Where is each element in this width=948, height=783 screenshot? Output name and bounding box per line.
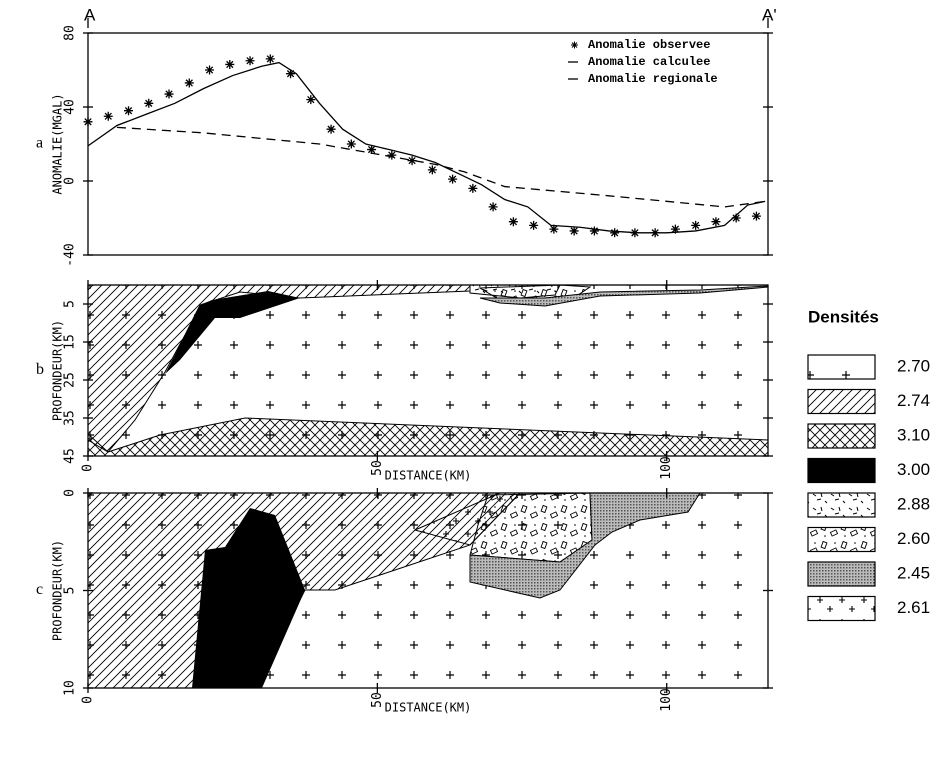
x-tick-label: 50	[370, 692, 385, 708]
data-point	[266, 54, 275, 63]
legend-label: Anomalie observee	[588, 38, 710, 52]
y-tick-label: 5	[63, 300, 78, 308]
data-point	[570, 226, 579, 235]
x-tick-label: 50	[370, 460, 385, 476]
figure: A A' Densités 2.702.743.103.002.882.602.…	[0, 0, 948, 783]
data-line	[88, 63, 765, 233]
legend-swatch	[808, 493, 875, 517]
data-point	[387, 151, 396, 160]
legend-label: 2.70	[897, 356, 930, 375]
legend: 2.70 2.74 3.10 3.00 2.88 2.60 2.45 2.61	[808, 355, 930, 621]
y-tick-label: 80	[63, 25, 78, 41]
y-tick-label: 5	[63, 587, 78, 595]
data-point	[104, 112, 113, 121]
x-tick-label: 0	[81, 696, 96, 704]
data-line	[117, 127, 765, 207]
x-tick-label: 100	[659, 456, 674, 479]
x-tick-label: 100	[659, 688, 674, 711]
section-c	[88, 493, 768, 688]
data-point	[711, 217, 720, 226]
legend-label: 2.88	[897, 494, 930, 513]
y-tick-label: 0	[63, 489, 78, 497]
legend-swatch	[808, 597, 875, 621]
data-point	[590, 226, 599, 235]
data-point	[124, 106, 133, 115]
data-point	[144, 99, 153, 108]
panel-label: c	[36, 581, 43, 598]
legend-label: 3.10	[897, 425, 930, 444]
legend-swatch	[808, 355, 875, 379]
data-point	[246, 56, 255, 65]
legend-label: 2.45	[897, 563, 930, 582]
data-point	[489, 202, 498, 211]
data-point	[529, 221, 538, 230]
data-point	[610, 228, 619, 237]
data-point	[84, 117, 93, 126]
legend-label: 2.60	[897, 529, 930, 548]
y-axis-label: ANOMALIE(MGAL)	[51, 93, 65, 194]
data-point	[225, 60, 234, 69]
x-axis-label: DISTANCE(KM)	[385, 701, 472, 715]
data-point	[509, 217, 518, 226]
legend-title: Densités	[808, 307, 879, 326]
y-tick-label: 10	[63, 680, 78, 696]
data-point	[185, 78, 194, 87]
legend-label: 2.74	[897, 391, 930, 410]
data-point	[428, 165, 437, 174]
y-tick-label: -40	[63, 243, 78, 266]
y-tick-label: 35	[63, 410, 78, 426]
panel-label: b	[36, 361, 44, 378]
legend-swatch	[808, 424, 875, 448]
data-point	[691, 221, 700, 230]
legend-swatch	[808, 459, 875, 483]
data-point	[448, 175, 457, 184]
section-label: A'	[762, 5, 777, 24]
y-tick-label: 0	[63, 177, 78, 185]
legend-label: 3.00	[897, 460, 930, 479]
data-point	[468, 184, 477, 193]
section-label: A	[84, 5, 96, 24]
panel-label: a	[36, 135, 43, 152]
y-tick-label: 25	[63, 372, 78, 388]
x-axis-label: DISTANCE(KM)	[385, 469, 472, 483]
y-tick-label: 45	[63, 448, 78, 464]
legend-label: Anomalie calculee	[588, 55, 710, 69]
section-b	[88, 285, 768, 456]
section-tick	[88, 18, 768, 28]
legend-swatch	[808, 390, 875, 414]
y-tick-label: 40	[63, 99, 78, 115]
unit-260	[470, 493, 592, 562]
data-point	[752, 212, 761, 221]
legend-swatch	[808, 528, 875, 552]
data-point	[347, 140, 356, 149]
legend-symbol	[571, 42, 578, 49]
y-tick-label: 15	[63, 334, 78, 350]
data-point	[165, 90, 174, 99]
data-point	[327, 125, 336, 134]
y-axis-label: PROFONDEUR(KM)	[51, 320, 65, 421]
legend-swatch	[808, 562, 875, 586]
y-axis-label: PROFONDEUR(KM)	[51, 540, 65, 641]
data-point	[205, 66, 214, 75]
legend-label: Anomalie regionale	[588, 72, 718, 86]
x-tick-label: 0	[81, 464, 96, 472]
legend-label: 2.61	[897, 598, 930, 617]
